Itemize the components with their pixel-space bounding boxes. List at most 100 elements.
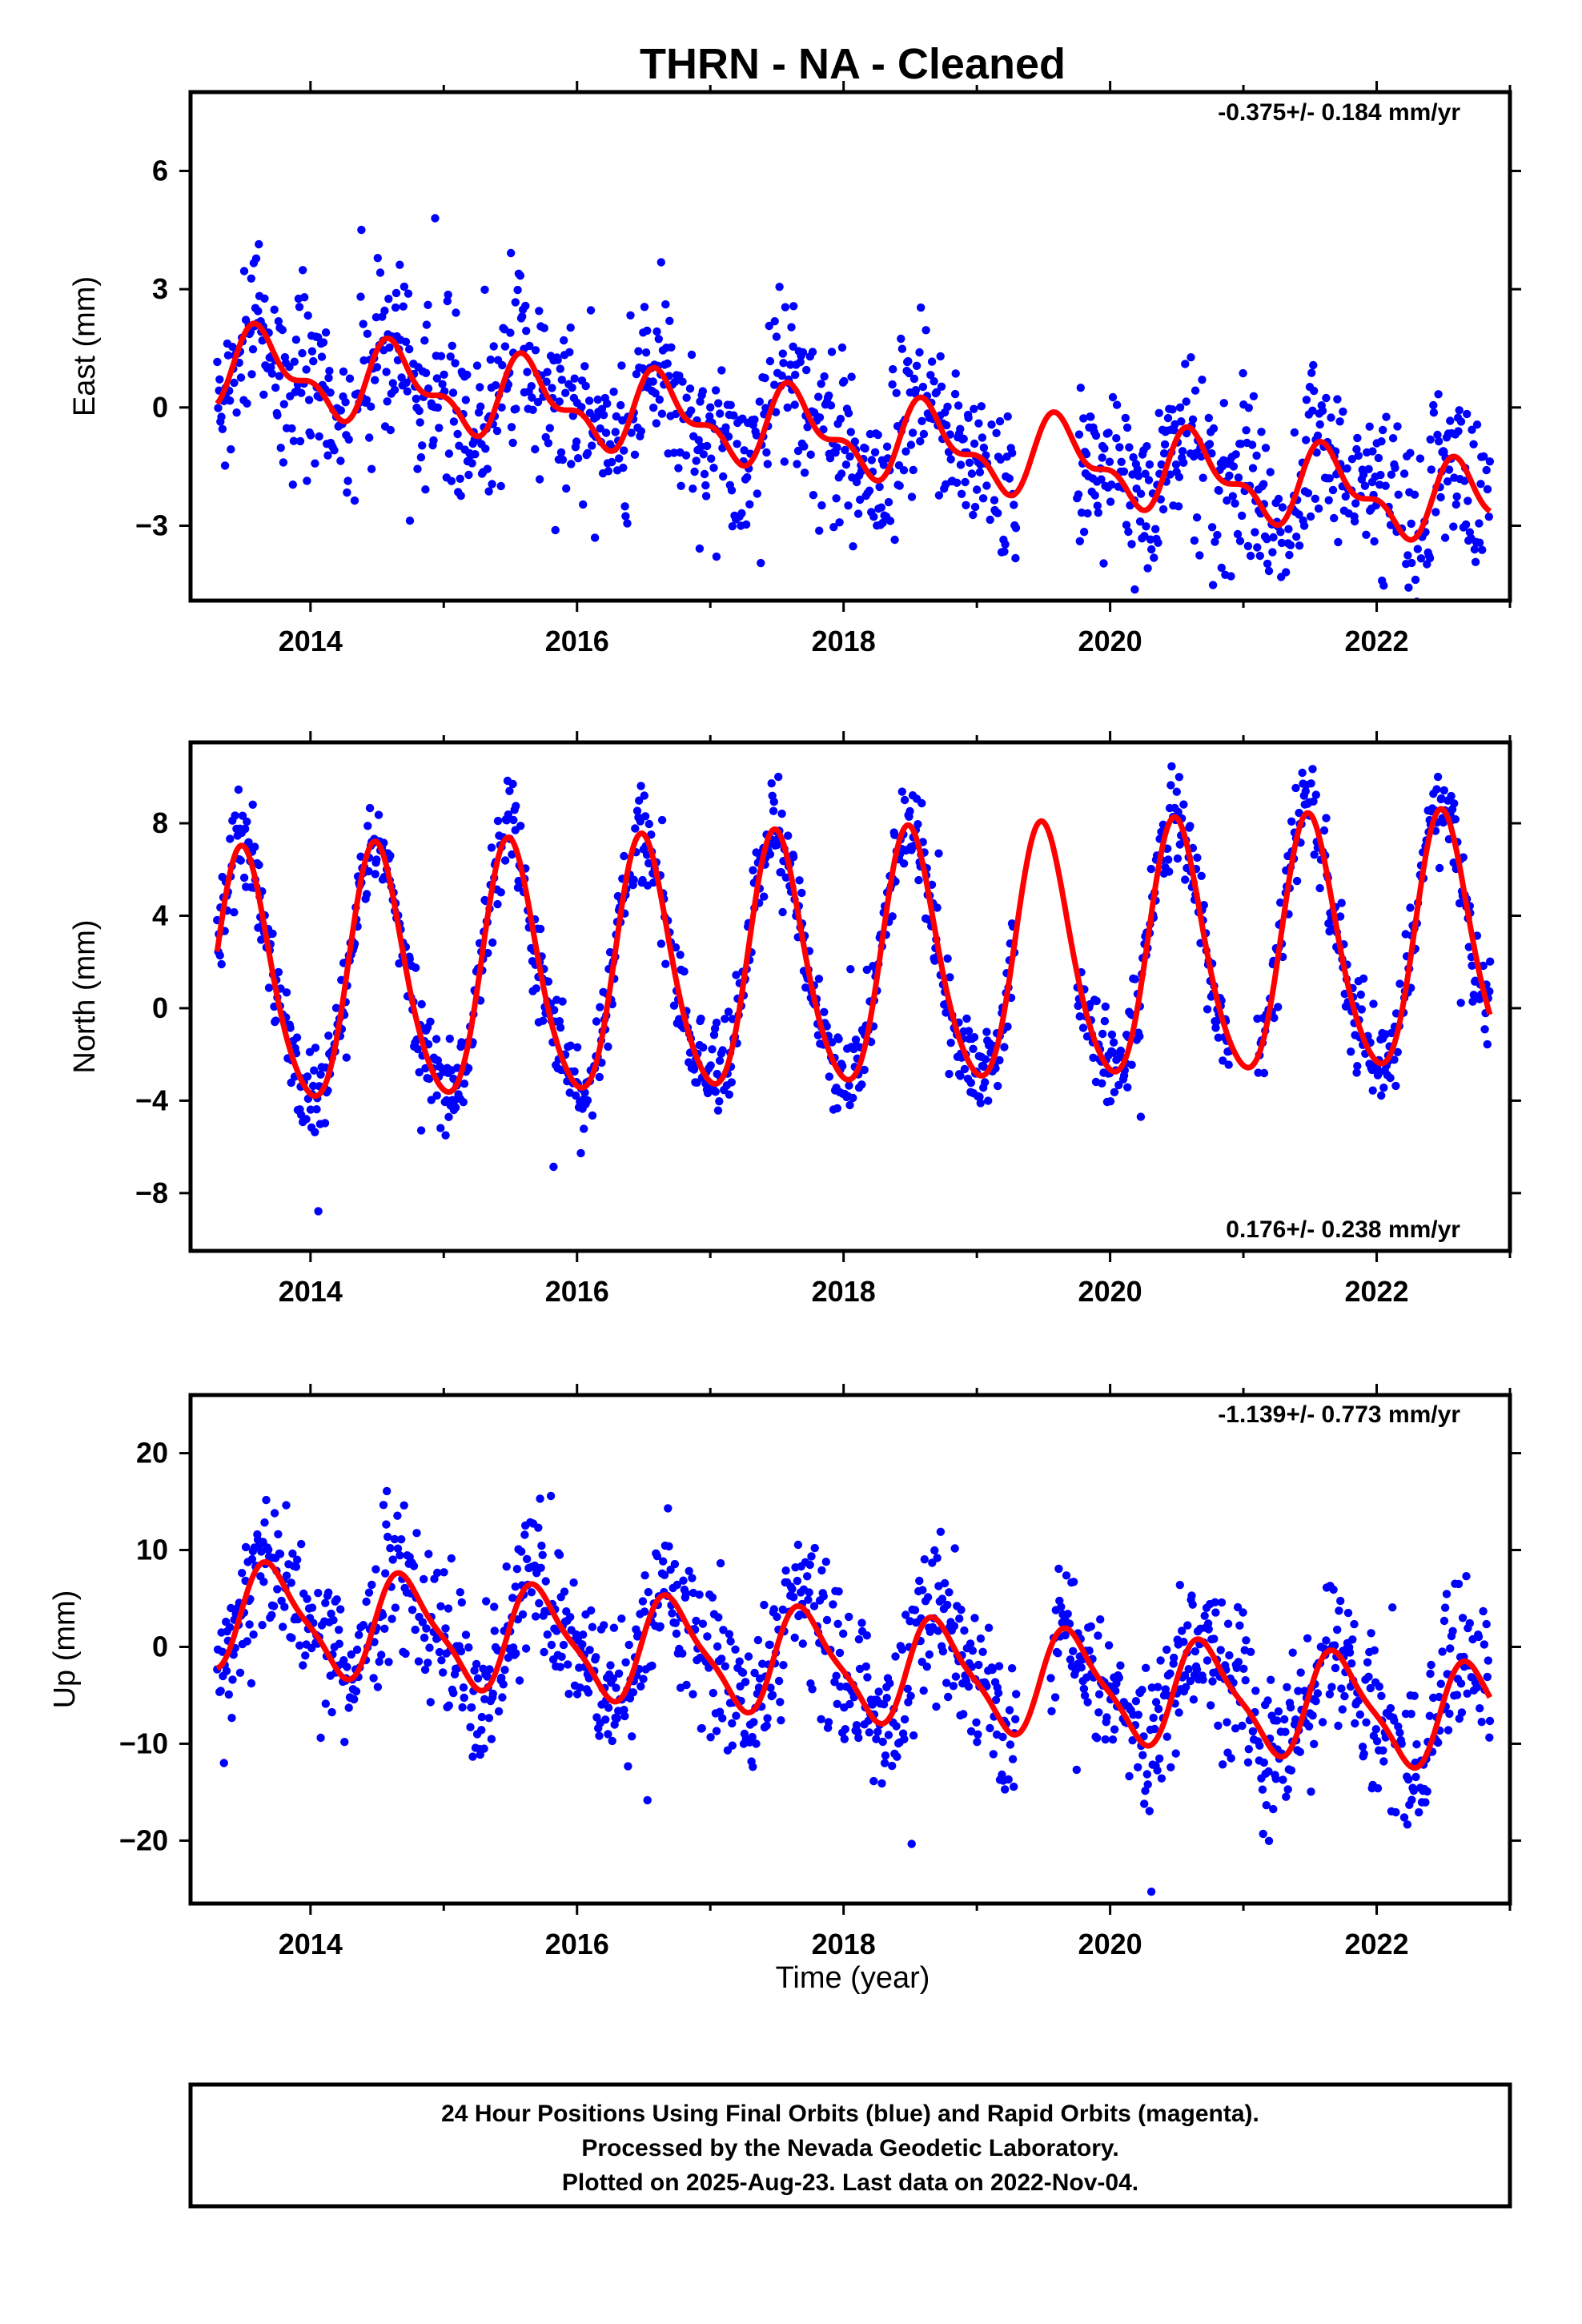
up-point	[758, 1659, 767, 1668]
north-point	[661, 959, 670, 968]
up-point	[291, 1562, 301, 1571]
up-point	[241, 1542, 251, 1552]
north-point	[570, 1067, 579, 1076]
east-point	[1010, 501, 1018, 509]
east-point	[745, 500, 754, 509]
up-point	[885, 1679, 894, 1688]
north-point	[1003, 1022, 1012, 1031]
up-point	[906, 1691, 915, 1700]
east-point	[973, 485, 982, 494]
up-point	[634, 1630, 643, 1638]
east-point	[295, 436, 305, 446]
north-point	[1435, 863, 1444, 873]
up-point	[401, 1649, 410, 1659]
north-point	[441, 1131, 450, 1140]
up-point	[1403, 1820, 1412, 1829]
north-point	[1433, 772, 1443, 782]
north-point	[1319, 826, 1329, 835]
east-point	[1192, 513, 1202, 522]
up-point	[1274, 1707, 1283, 1716]
east-point	[1248, 464, 1258, 472]
east-point	[733, 440, 741, 448]
east-point	[844, 408, 853, 418]
east-point	[1359, 470, 1368, 479]
up-point	[1223, 1718, 1231, 1727]
up-point	[636, 1682, 645, 1691]
east-point	[750, 415, 759, 424]
up-point	[499, 1680, 508, 1689]
north-point	[657, 815, 667, 825]
north-point	[1098, 1029, 1107, 1039]
east-point	[1140, 532, 1149, 541]
north-point	[386, 851, 395, 860]
east-point	[975, 468, 985, 476]
east-point	[1158, 505, 1168, 514]
east-point	[243, 399, 251, 408]
east-point	[1464, 497, 1472, 505]
up-point	[314, 1589, 323, 1598]
east-point	[789, 342, 797, 351]
footer-box	[188, 2082, 1512, 2209]
north-point	[636, 782, 645, 790]
east-point	[367, 402, 375, 411]
up-point	[808, 1685, 817, 1694]
east-point	[1350, 517, 1359, 526]
east-point	[661, 300, 670, 309]
north-point	[721, 1015, 729, 1023]
east-point	[496, 481, 505, 491]
east-point	[641, 348, 651, 357]
up-y-axis-label: Up (mm)	[48, 1590, 82, 1709]
north-point	[550, 1006, 559, 1015]
up-point	[396, 1551, 404, 1560]
east-point	[1108, 392, 1118, 402]
up-point	[1423, 1787, 1431, 1796]
north-point	[1451, 814, 1460, 824]
east-point	[497, 403, 506, 412]
up-point	[1373, 1783, 1383, 1793]
up-point	[387, 1614, 396, 1623]
east-point	[452, 308, 460, 317]
up-point	[974, 1660, 983, 1670]
north-point	[1224, 1060, 1233, 1069]
footer-line-2: Processed by the Nevada Geodetic Laborat…	[581, 2135, 1118, 2161]
east-point	[763, 460, 772, 468]
east-point	[1263, 559, 1272, 569]
up-point	[1248, 1727, 1258, 1736]
up-point	[555, 1550, 564, 1559]
east-point	[1246, 551, 1255, 561]
up-point	[1080, 1691, 1090, 1700]
east-point	[897, 344, 907, 353]
up-point	[648, 1661, 656, 1671]
up-point	[994, 1662, 1004, 1671]
east-point	[1104, 428, 1113, 437]
north-point	[1377, 1091, 1386, 1100]
east-point	[1181, 360, 1190, 368]
north-point	[596, 1003, 604, 1011]
north-point	[504, 810, 512, 819]
east-point	[770, 380, 779, 389]
north-point	[303, 1072, 312, 1081]
north-point	[897, 787, 907, 796]
east-point	[632, 370, 641, 379]
east-point	[917, 416, 926, 425]
up-point	[229, 1651, 238, 1659]
east-point	[421, 368, 431, 377]
up-point	[557, 1652, 566, 1661]
east-point	[525, 341, 534, 351]
north-point	[838, 1062, 847, 1071]
east-point	[652, 419, 661, 428]
east-point	[1191, 386, 1200, 395]
up-point	[1262, 1801, 1271, 1810]
north-point	[629, 875, 638, 884]
east-point	[1377, 437, 1386, 446]
north-point	[516, 822, 525, 830]
up-point	[741, 1678, 750, 1687]
east-point	[1308, 406, 1317, 415]
east-point	[626, 311, 635, 320]
up-point	[652, 1552, 662, 1561]
east-point	[612, 412, 620, 421]
up-point	[1204, 1625, 1213, 1634]
east-point	[557, 376, 566, 384]
up-point	[273, 1585, 282, 1594]
north-point	[975, 1092, 984, 1101]
